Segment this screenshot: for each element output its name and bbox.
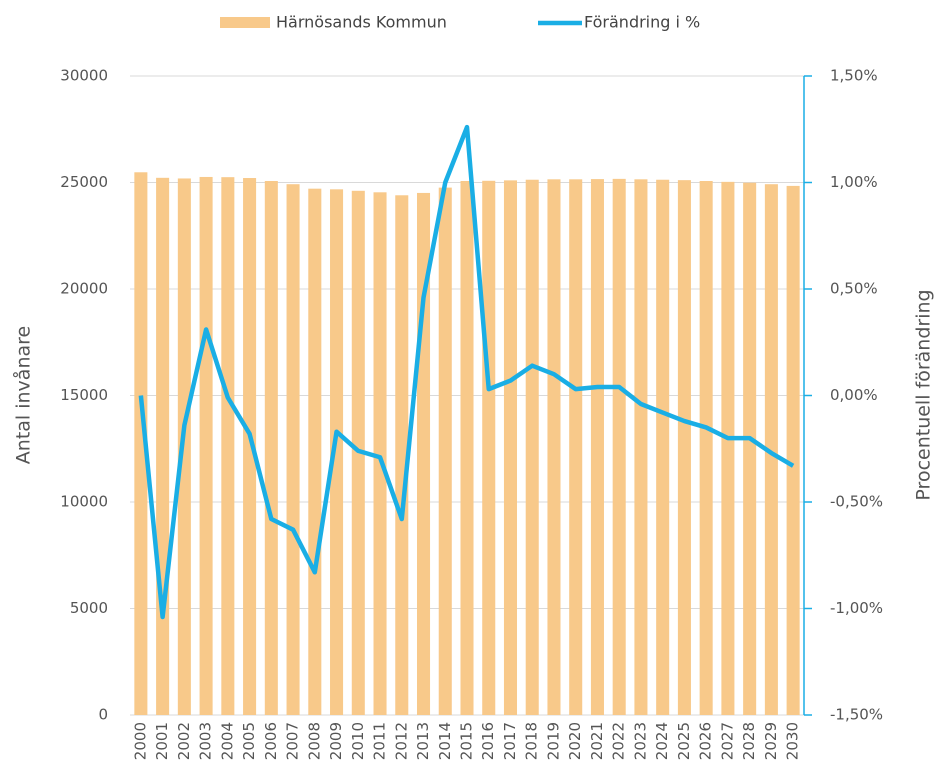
bar — [634, 179, 648, 715]
bar — [699, 181, 713, 715]
y-tick-label: 30000 — [60, 67, 108, 85]
x-tick-label: 2012 — [392, 722, 410, 760]
x-tick-label: 2003 — [197, 722, 215, 760]
x-tick-label: 2026 — [697, 722, 715, 760]
bar — [721, 181, 735, 716]
x-tick-label: 2022 — [610, 722, 628, 760]
y2-tick-label: 1,50% — [830, 67, 878, 85]
x-tick-label: 2023 — [631, 722, 649, 760]
y-tick-label: 0 — [98, 706, 108, 724]
x-tick-label: 2029 — [762, 722, 780, 760]
y-tick-label: 20000 — [60, 280, 108, 298]
legend-label: Förändring i % — [584, 13, 700, 32]
x-tick-label: 2019 — [544, 722, 562, 760]
x-tick-label: 2014 — [436, 722, 454, 760]
bar — [134, 172, 148, 715]
y2-tick-label: -1,00% — [830, 599, 883, 617]
x-tick-label: 2009 — [327, 722, 345, 760]
y2-tick-label: 0,50% — [830, 280, 878, 298]
bar — [308, 188, 322, 715]
x-tick-label: 2011 — [371, 722, 389, 760]
bar — [612, 178, 626, 715]
x-tick-label: 2028 — [740, 722, 758, 760]
bar — [786, 185, 800, 715]
x-tick-label: 2004 — [218, 722, 236, 760]
x-tick-label: 2000 — [131, 722, 149, 760]
bar — [264, 181, 278, 715]
x-tick-label: 2005 — [240, 722, 258, 760]
y2-tick-label: 1,00% — [830, 173, 878, 191]
bar — [590, 179, 604, 716]
bar — [656, 179, 670, 715]
y2-axis-title: Procentuell förändring — [913, 289, 935, 500]
bar — [460, 181, 474, 715]
x-tick-label: 2008 — [305, 722, 323, 760]
bar — [330, 189, 344, 716]
x-tick-label: 2030 — [784, 722, 802, 760]
x-tick-label: 2010 — [349, 722, 367, 760]
bar — [677, 180, 691, 716]
bar — [221, 177, 235, 716]
bar — [395, 195, 409, 715]
y-tick-label: 10000 — [60, 493, 108, 511]
x-tick-label: 2013 — [414, 722, 432, 760]
bar — [286, 184, 300, 716]
x-tick-label: 2007 — [284, 722, 302, 760]
bar — [764, 184, 778, 716]
bar — [525, 179, 539, 715]
y-axis-title: Antal invånare — [12, 326, 35, 464]
x-tick-label: 2016 — [479, 722, 497, 760]
bar — [199, 176, 213, 715]
x-tick-label: 2020 — [566, 722, 584, 760]
bar — [373, 192, 387, 716]
y-tick-label: 5000 — [70, 599, 108, 617]
bar — [547, 179, 561, 715]
y2-tick-label: -1,50% — [830, 706, 883, 724]
x-tick-label: 2006 — [262, 722, 280, 760]
x-tick-label: 2027 — [718, 722, 736, 760]
bar — [482, 180, 496, 715]
x-tick-label: 2017 — [501, 722, 519, 760]
x-tick-label: 2018 — [523, 722, 541, 760]
x-tick-label: 2001 — [153, 722, 171, 760]
y2-tick-label: -0,50% — [830, 493, 883, 511]
x-tick-label: 2015 — [458, 722, 476, 760]
x-tick-label: 2021 — [588, 722, 606, 760]
bar — [569, 179, 583, 715]
bar — [243, 178, 257, 716]
x-tick-label: 2002 — [175, 722, 193, 760]
bar — [156, 177, 170, 716]
legend-swatch — [220, 17, 270, 28]
y-tick-label: 15000 — [60, 386, 108, 404]
x-tick-label: 2025 — [675, 722, 693, 760]
y2-tick-label: 0,00% — [830, 386, 878, 404]
bar — [177, 178, 191, 715]
bar — [438, 187, 452, 715]
legend-label: Härnösands Kommun — [276, 13, 447, 32]
x-tick-label: 2024 — [653, 722, 671, 760]
line — [138, 124, 795, 620]
y-tick-label: 25000 — [60, 173, 108, 191]
bar — [503, 180, 518, 715]
bar — [743, 182, 757, 715]
